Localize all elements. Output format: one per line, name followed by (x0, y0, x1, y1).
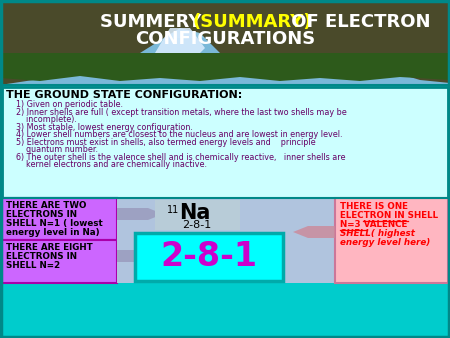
Polygon shape (117, 208, 163, 220)
Text: 11: 11 (167, 205, 179, 215)
Text: THERE ARE TWO: THERE ARE TWO (6, 201, 86, 210)
Text: kernel electrons and are chemically inactive.: kernel electrons and are chemically inac… (6, 160, 207, 169)
Polygon shape (117, 250, 163, 262)
Text: 3) Most stable, lowest energy configuration.: 3) Most stable, lowest energy configurat… (6, 123, 193, 132)
Text: ELECTRONS IN: ELECTRONS IN (6, 210, 77, 219)
Text: 4) Lower shell numbers are closest to the nucleus and are lowest in energy level: 4) Lower shell numbers are closest to th… (6, 130, 342, 139)
Text: THE GROUND STATE CONFIGURATION:: THE GROUND STATE CONFIGURATION: (6, 90, 242, 100)
Text: quantum number.: quantum number. (6, 145, 98, 154)
Text: N=3 VALENCE: N=3 VALENCE (340, 220, 407, 229)
Text: ELECTRON IN SHELL: ELECTRON IN SHELL (340, 211, 438, 220)
Text: 2-8-1: 2-8-1 (182, 220, 211, 230)
Text: 1) Given on periodic table.: 1) Given on periodic table. (6, 100, 123, 109)
FancyBboxPatch shape (135, 233, 283, 281)
Text: 2-8-1: 2-8-1 (161, 241, 257, 273)
Polygon shape (0, 53, 450, 81)
FancyBboxPatch shape (0, 0, 450, 85)
FancyBboxPatch shape (117, 198, 335, 283)
Text: (SUMMARY): (SUMMARY) (193, 13, 312, 31)
Text: 2) Inner shells are full ( except transition metals, where the last two shells m: 2) Inner shells are full ( except transi… (6, 108, 347, 117)
Text: THERE IS ONE: THERE IS ONE (340, 202, 408, 211)
Text: CONFIGURATIONS: CONFIGURATIONS (135, 30, 315, 48)
Text: SHELL( highest: SHELL( highest (340, 229, 415, 238)
Text: 6) The outer shell is the valence shell and is chemically reactive,   inner shel: 6) The outer shell is the valence shell … (6, 153, 346, 162)
FancyBboxPatch shape (2, 198, 117, 240)
Polygon shape (155, 28, 205, 68)
Text: ELECTRONS IN: ELECTRONS IN (6, 252, 77, 261)
Text: 5) Electrons must exist in shells, also termed energy levels and    principle: 5) Electrons must exist in shells, also … (6, 138, 315, 147)
Text: OF ELECTRON: OF ELECTRON (285, 13, 431, 31)
FancyBboxPatch shape (2, 240, 117, 283)
FancyBboxPatch shape (0, 0, 450, 38)
Polygon shape (293, 226, 335, 238)
FancyBboxPatch shape (335, 198, 448, 283)
Text: SUMMERY: SUMMERY (100, 13, 207, 31)
Text: THERE ARE EIGHT: THERE ARE EIGHT (6, 243, 93, 252)
Text: Na: Na (179, 203, 211, 223)
FancyBboxPatch shape (2, 87, 448, 198)
Text: SHELL N=2: SHELL N=2 (6, 261, 60, 270)
Text: energy level here): energy level here) (340, 238, 430, 247)
FancyBboxPatch shape (155, 200, 240, 230)
Text: SHELL N=1 ( lowest: SHELL N=1 ( lowest (6, 219, 103, 228)
Text: energy level in Na): energy level in Na) (6, 228, 99, 237)
Polygon shape (0, 0, 450, 85)
Text: incomplete).: incomplete). (6, 115, 77, 124)
